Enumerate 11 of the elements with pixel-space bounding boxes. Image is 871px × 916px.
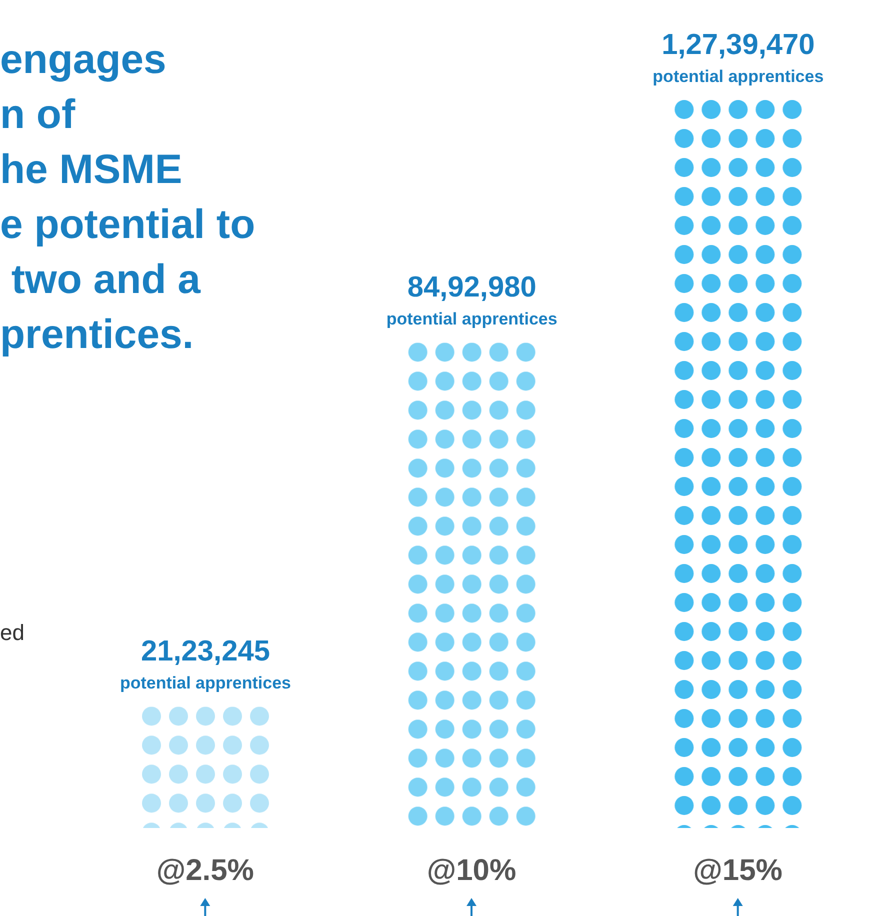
text: engages n of he MSME e potential to two and a prentices. <box>0 35 256 359</box>
annotation: potential apprentices <box>120 674 291 693</box>
x-tick-label: @10% <box>426 854 516 887</box>
annotation: potential apprentices <box>386 310 558 329</box>
data-label: 21,23,245 <box>140 636 270 668</box>
x-tick-label: @2.5% <box>156 854 254 887</box>
annotation: potential apprentices <box>652 67 824 86</box>
x-tick-label: @15% <box>693 854 782 887</box>
data-label: 84,92,980 <box>407 272 536 304</box>
data-label: 1,27,39,470 <box>662 29 815 61</box>
text: ed <box>0 620 24 646</box>
